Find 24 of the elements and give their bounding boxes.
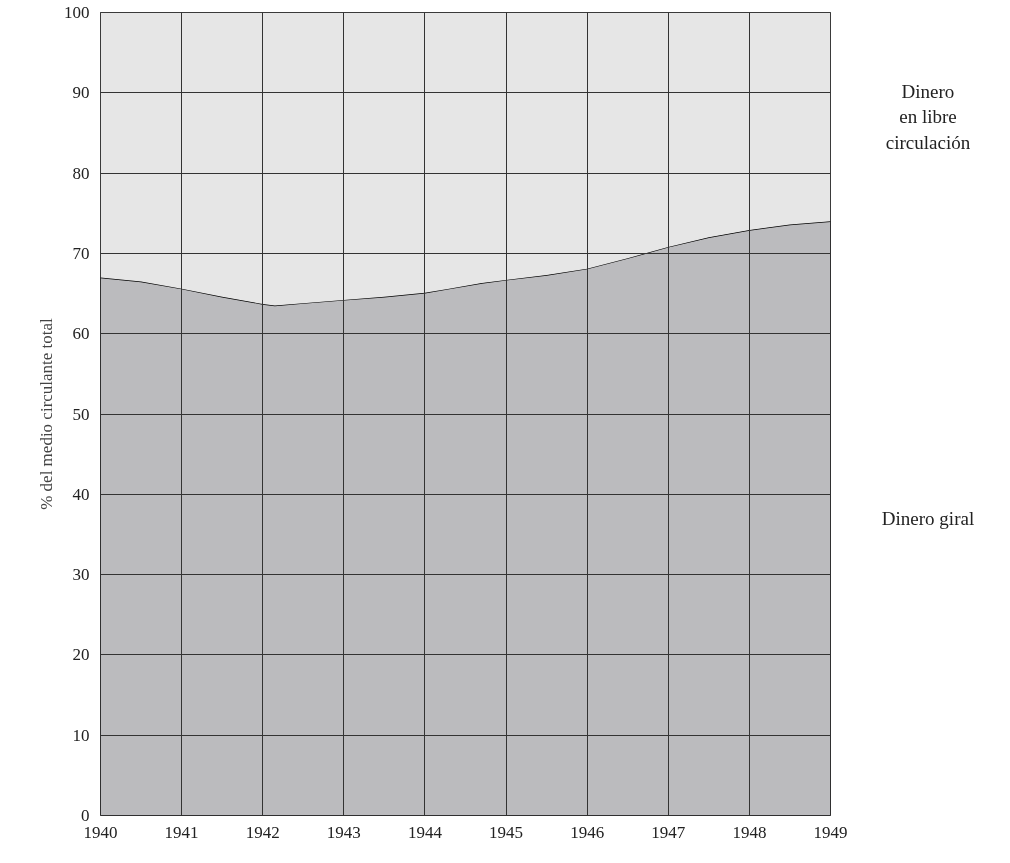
y-tick-label: 60: [72, 324, 90, 344]
x-tick-label: 1949: [813, 822, 848, 842]
y-tick-label: 80: [72, 163, 90, 183]
y-tick-label: 30: [72, 565, 90, 585]
x-tick-label: 1947: [651, 822, 686, 842]
y-tick-label: 100: [64, 3, 90, 22]
x-tick-label: 1943: [326, 822, 361, 842]
x-tick-label: 1941: [164, 822, 199, 842]
y-tick-label: 10: [72, 725, 90, 745]
x-tick-label: 1946: [570, 822, 605, 842]
x-tick-label: 1948: [732, 822, 767, 842]
text: Dinero en libre circulación: [885, 81, 971, 153]
text: Dinero giral: [881, 507, 975, 529]
y-tick-label: 90: [72, 83, 90, 103]
y-tick-label: 70: [72, 243, 90, 263]
y-tick-label: 50: [72, 404, 90, 424]
x-tick-label: 1940: [83, 822, 118, 842]
y-tick-label: 40: [72, 484, 90, 504]
x-tick-label: 1945: [489, 822, 524, 842]
x-tick-label: 1942: [245, 822, 280, 842]
y-axis-title: % del medio circulante total: [37, 317, 56, 510]
x-tick-label: 1944: [407, 822, 443, 842]
y-tick-label: 0: [81, 806, 90, 825]
y-tick-label: 20: [72, 645, 90, 665]
